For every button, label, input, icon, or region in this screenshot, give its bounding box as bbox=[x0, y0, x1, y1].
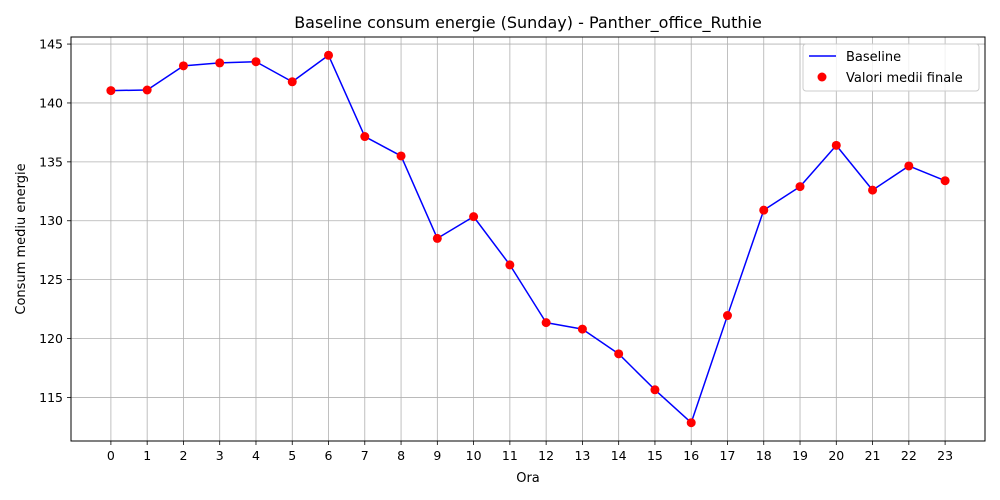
data-point bbox=[686, 418, 696, 428]
data-point bbox=[360, 132, 370, 142]
y-tick-label: 120 bbox=[39, 331, 63, 346]
x-tick-label: 18 bbox=[756, 448, 772, 463]
x-tick-label: 15 bbox=[647, 448, 663, 463]
data-point bbox=[251, 57, 261, 67]
y-axis-label: Consum mediu energie bbox=[14, 163, 29, 314]
data-point bbox=[469, 212, 479, 222]
x-tick-label: 5 bbox=[288, 448, 296, 463]
x-tick-label: 0 bbox=[107, 448, 115, 463]
data-point bbox=[432, 233, 442, 243]
x-tick-label: 12 bbox=[538, 448, 554, 463]
x-tick-label: 20 bbox=[828, 448, 844, 463]
x-tick-label: 14 bbox=[611, 448, 627, 463]
legend-marker-swatch bbox=[817, 72, 827, 82]
x-tick-label: 13 bbox=[574, 448, 590, 463]
x-tick-label: 4 bbox=[252, 448, 260, 463]
data-point bbox=[650, 385, 660, 395]
x-tick-label: 1 bbox=[143, 448, 151, 463]
y-tick-label: 145 bbox=[39, 37, 63, 52]
data-point bbox=[795, 182, 805, 192]
plot-area bbox=[106, 50, 950, 428]
legend-box bbox=[802, 43, 980, 92]
y-axis: 115 120 125 130 135 140 145 bbox=[39, 37, 71, 405]
x-tick-label: 23 bbox=[937, 448, 953, 463]
legend-label-baseline: Baseline bbox=[846, 50, 901, 65]
x-tick-label: 10 bbox=[466, 448, 482, 463]
data-point bbox=[541, 318, 551, 328]
data-point bbox=[759, 205, 769, 215]
x-tick-label: 19 bbox=[792, 448, 808, 463]
data-point bbox=[904, 161, 914, 171]
data-point bbox=[178, 61, 188, 71]
data-point bbox=[940, 176, 950, 186]
x-tick-label: 8 bbox=[397, 448, 405, 463]
y-tick-label: 130 bbox=[39, 213, 63, 228]
y-tick-label: 135 bbox=[39, 154, 63, 169]
x-tick-label: 22 bbox=[901, 448, 917, 463]
data-point bbox=[505, 260, 515, 270]
x-tick-label: 6 bbox=[325, 448, 333, 463]
x-tick-label: 17 bbox=[720, 448, 736, 463]
x-tick-label: 9 bbox=[433, 448, 441, 463]
data-point bbox=[106, 86, 116, 96]
y-tick-label: 125 bbox=[39, 272, 63, 287]
data-point bbox=[868, 185, 878, 195]
x-tick-label: 2 bbox=[179, 448, 187, 463]
data-point bbox=[831, 140, 841, 150]
data-point bbox=[722, 311, 732, 321]
x-tick-label: 7 bbox=[361, 448, 369, 463]
y-tick-label: 115 bbox=[39, 390, 63, 405]
legend-label-valori: Valori medii finale bbox=[846, 71, 963, 86]
x-axis: 0 1 2 3 4 5 6 7 8 9 10 11 12 13 14 15 16 17 18 19 20 21 22 23 bbox=[107, 441, 953, 463]
x-tick-label: 16 bbox=[683, 448, 699, 463]
data-point bbox=[287, 77, 297, 87]
x-tick-label: 21 bbox=[865, 448, 881, 463]
data-point bbox=[215, 58, 225, 68]
data-point bbox=[577, 324, 587, 334]
x-axis-label: Ora bbox=[516, 471, 540, 486]
chart-title: Baseline consum energie (Sunday) - Panth… bbox=[294, 13, 762, 33]
x-tick-label: 11 bbox=[502, 448, 518, 463]
baseline-series-line bbox=[110, 54, 946, 424]
x-tick-label: 3 bbox=[216, 448, 224, 463]
data-point bbox=[324, 50, 334, 60]
legend: Baseline Valori medii finale bbox=[802, 43, 980, 92]
data-point bbox=[396, 151, 406, 161]
y-tick-label: 140 bbox=[39, 95, 63, 110]
data-point bbox=[614, 349, 624, 359]
data-point bbox=[142, 85, 152, 95]
plot-frame bbox=[70, 36, 986, 442]
